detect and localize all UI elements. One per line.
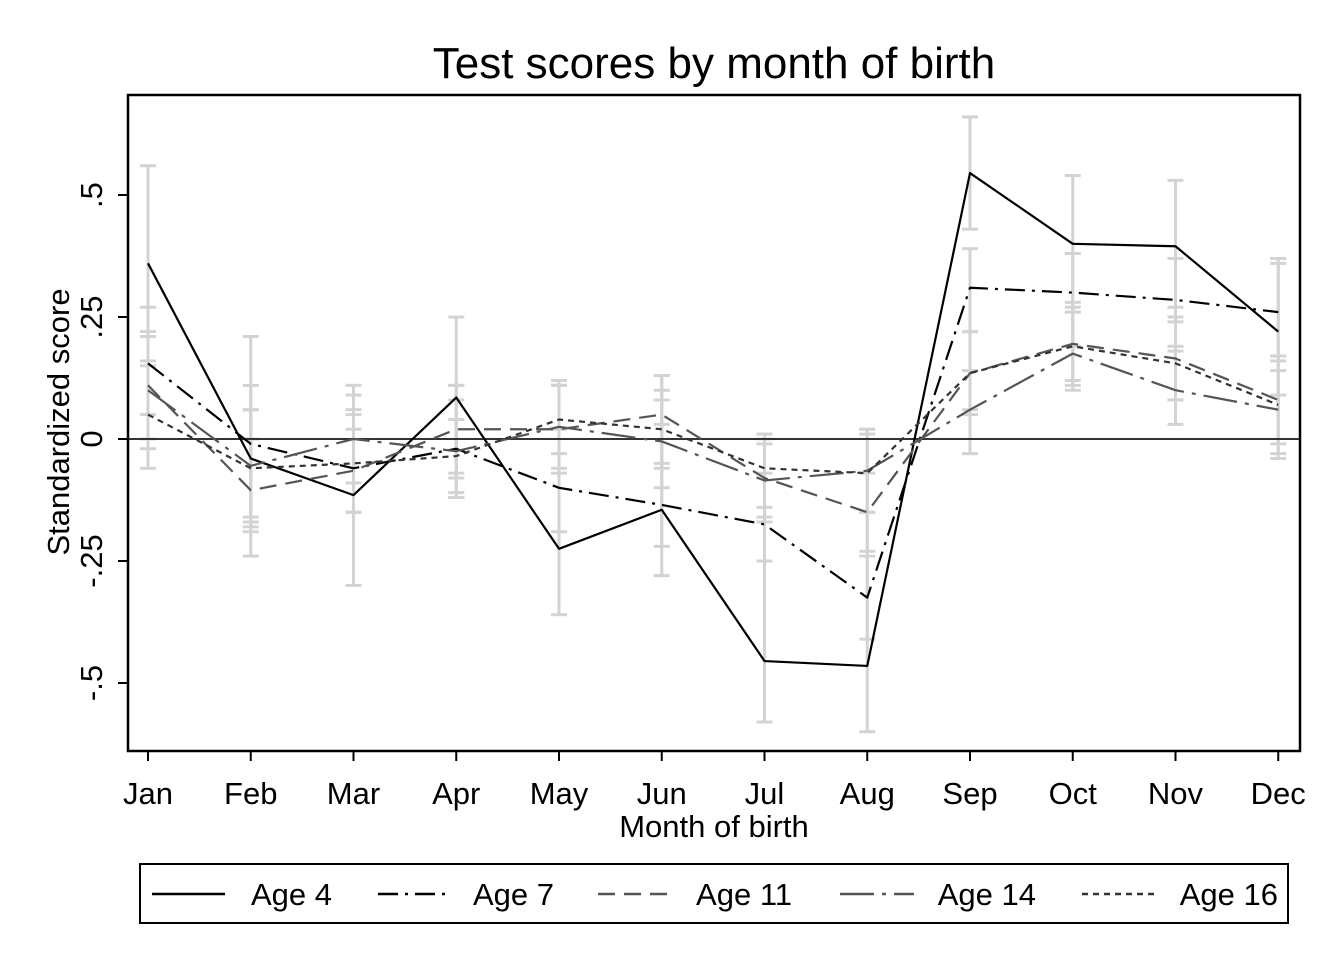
legend-label-series-4: Age 16 xyxy=(1180,877,1278,912)
legend: Age 4 Age 7 Age 11 Age 14 Age 16 xyxy=(139,863,1289,924)
plot-frame xyxy=(126,93,1302,753)
series-line-3 xyxy=(147,352,1279,482)
y-axis-label: Standardized score xyxy=(41,288,76,555)
x-tick-label-Aug: Aug xyxy=(840,776,895,811)
y-tick-label--.5: -.5 xyxy=(74,665,109,701)
x-tick-label-Jan: Jan xyxy=(123,776,173,811)
plot-area: Jan Feb Mar Apr May Jun Jul Aug Sep Oct Nov Dec -.5 -… xyxy=(74,93,1306,811)
x-tick-label-Mar: Mar xyxy=(327,776,380,811)
series-line-0 xyxy=(147,171,1279,668)
y-tick-label-.5: .5 xyxy=(74,182,109,208)
x-tick-label-Apr: Apr xyxy=(432,776,480,811)
x-tick-label-Jun: Jun xyxy=(637,776,687,811)
legend-label-series-1: Age 7 xyxy=(473,877,554,912)
x-tick-label-Jul: Jul xyxy=(745,776,785,811)
y-tick-label-0: 0 xyxy=(74,430,109,447)
legend-label-series-2: Age 11 xyxy=(696,877,792,912)
x-tick-label-Sep: Sep xyxy=(942,776,997,811)
x-axis-label: Month of birth xyxy=(619,809,809,844)
series-line-4 xyxy=(147,345,1279,475)
x-tick-label-Nov: Nov xyxy=(1148,776,1204,811)
series-line-2 xyxy=(147,342,1279,514)
x-tick-label-May: May xyxy=(530,776,589,811)
x-tick-label-Dec: Dec xyxy=(1251,776,1306,811)
series-line-1 xyxy=(147,286,1279,599)
legend-label-series-3: Age 14 xyxy=(938,877,1036,912)
legend-label-series-0: Age 4 xyxy=(251,877,332,912)
x-tick-label-Feb: Feb xyxy=(224,776,277,811)
y-tick-label-.25: .25 xyxy=(74,295,109,338)
chart-title: Test scores by month of birth xyxy=(433,39,995,88)
y-tick-label--.25: -.25 xyxy=(74,534,109,587)
x-tick-label-Oct: Oct xyxy=(1049,776,1098,811)
